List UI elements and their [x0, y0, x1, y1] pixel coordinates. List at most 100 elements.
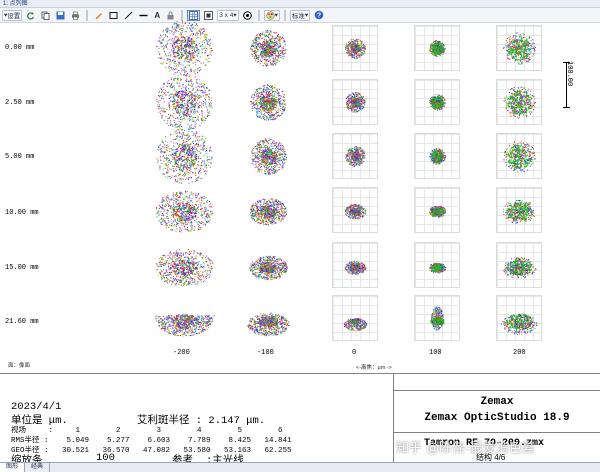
- grid-icon: [189, 10, 199, 20]
- spot-diagram: [503, 32, 536, 65]
- field-label: 0.00 mm: [5, 44, 35, 52]
- spot-diagram: [249, 255, 288, 281]
- spot-diagram: [429, 205, 447, 218]
- divider: [394, 432, 600, 433]
- spot-diagram: [429, 94, 446, 111]
- chevron-down-icon: ▾: [233, 12, 237, 19]
- spot-diagram: [344, 260, 367, 275]
- spot-diagram: [345, 38, 366, 59]
- spot-diagram: [250, 198, 288, 226]
- spot-diagram: [430, 306, 445, 331]
- hline-tool-button[interactable]: [137, 10, 150, 21]
- rectangle-tool-button[interactable]: [107, 10, 120, 21]
- field-label: 15.00 mm: [5, 264, 39, 272]
- date-text: 2023/4/1: [11, 401, 62, 413]
- help-button[interactable]: ?: [312, 10, 326, 21]
- diagonal-line-icon: [124, 11, 133, 19]
- product-text: Zemax OpticStudio 18.9: [424, 412, 570, 424]
- field-label: 5.00 mm: [5, 153, 35, 161]
- spot-diagram: [156, 128, 213, 184]
- defocus-tick-label: 100: [429, 349, 442, 357]
- pencil-tool-button[interactable]: [92, 10, 105, 21]
- fit-icon: [204, 10, 214, 20]
- spot-diagram-plot: 0.00 mm 2.50 mm 5.00 mm 10.00 mm 15.00 m…: [0, 20, 600, 371]
- spot-diagram: [429, 40, 446, 57]
- field-header-row: 视场 : 1 2 3 4 5 6: [11, 427, 283, 435]
- field-label: 10.00 mm: [5, 209, 39, 217]
- spot-diagram: [503, 140, 536, 173]
- spot-diagram: [156, 20, 213, 77]
- toolbar-separator: [181, 9, 184, 21]
- scale-bar-label: 100.00: [565, 61, 573, 87]
- spot-diagram: [344, 203, 367, 220]
- fit-button[interactable]: [202, 10, 215, 21]
- target-button[interactable]: [241, 10, 254, 21]
- geo-radius-row: GEO半径 : 30.521 36.570 47.082 53.580 53.1…: [11, 447, 292, 455]
- spot-diagram: [503, 257, 537, 279]
- chevron-down-icon: ▾: [4, 12, 8, 19]
- save-button[interactable]: [54, 10, 67, 21]
- field-label: 2.50 mm: [5, 99, 35, 107]
- pencil-icon: [95, 12, 103, 19]
- standard-label: 标准: [291, 13, 305, 20]
- scale-bar: [563, 62, 570, 108]
- copy-button[interactable]: [39, 10, 52, 21]
- refresh-button[interactable]: [24, 10, 37, 21]
- airy-radius-text: 艾利斑半径 : 2.147 μm.: [137, 415, 266, 427]
- spot-diagram: [500, 313, 538, 335]
- settings-label: 设置: [7, 13, 21, 20]
- spot-diagram: [428, 262, 447, 274]
- refresh-icon: [27, 11, 35, 19]
- toolbar-separator: [283, 9, 286, 21]
- bottom-tabs: 图形 经典: [0, 462, 600, 472]
- tab-graph[interactable]: 图形: [0, 463, 26, 472]
- print-icon: [72, 11, 80, 20]
- watermark: 知乎 @陈佳-最爱消色差: [396, 441, 535, 456]
- spot-diagram: [247, 312, 290, 337]
- defocus-tick-label: -200: [173, 349, 190, 357]
- spot-grid: [332, 295, 378, 341]
- horizontal-line-icon: [139, 14, 148, 16]
- text-tool-button[interactable]: A: [152, 10, 162, 21]
- tab-classic[interactable]: 经典: [25, 463, 51, 472]
- field-label: 21.60 mm: [5, 318, 39, 326]
- print-button[interactable]: [69, 10, 82, 21]
- spot-diagram: [156, 74, 213, 131]
- settings-button[interactable]: ▾ 设置: [2, 9, 23, 21]
- target-icon: [242, 10, 252, 20]
- chevron-down-icon: ▾: [304, 12, 309, 19]
- spot-diagram: [154, 313, 215, 337]
- spot-diagram: [343, 317, 368, 332]
- defocus-tick-label: 0: [352, 349, 357, 357]
- spot-diagram: [503, 199, 536, 224]
- lock-button[interactable]: [164, 10, 177, 21]
- window-titlebar[interactable]: 1: 点列图: [0, 0, 600, 8]
- spot-diagram: [503, 86, 536, 119]
- defocus-axis-label: <-离焦：μm ->: [356, 365, 392, 371]
- spot-diagram: [345, 92, 366, 113]
- surface-label: 面：像面: [8, 363, 31, 369]
- color-selector[interactable]: ▾: [263, 9, 280, 21]
- standard-selector[interactable]: 标准 ▾: [289, 9, 311, 21]
- info-left: 2023/4/1 单位是 μm. 艾利斑半径 : 2.147 μm. 视场 : …: [0, 374, 394, 467]
- layout-selector[interactable]: 3 x 4 ▾: [217, 9, 239, 21]
- save-icon: [56, 11, 65, 19]
- spot-grid: [414, 295, 460, 341]
- units-text: 单位是 μm.: [11, 415, 68, 427]
- brand-text: Zemax: [480, 396, 514, 408]
- divider: [394, 390, 600, 391]
- layout-grid-button[interactable]: [187, 9, 201, 21]
- defocus-tick-label: -100: [257, 349, 274, 357]
- spot-diagram: [251, 138, 287, 175]
- spot-diagram: [156, 249, 214, 287]
- spot-diagram: [250, 30, 287, 67]
- line-tool-button[interactable]: [122, 10, 135, 21]
- toolbar-separator: [257, 9, 260, 21]
- chevron-down-icon: ▾: [274, 12, 278, 19]
- layout-label: 3 x 4: [219, 11, 234, 19]
- spot-diagram: [250, 84, 286, 121]
- copy-icon: [41, 11, 50, 20]
- toolbar: ▾ 设置 A 3 x 4 ▾ ▾: [0, 8, 600, 23]
- scale-row-value: 100: [96, 452, 115, 464]
- palette-icon: [266, 10, 275, 20]
